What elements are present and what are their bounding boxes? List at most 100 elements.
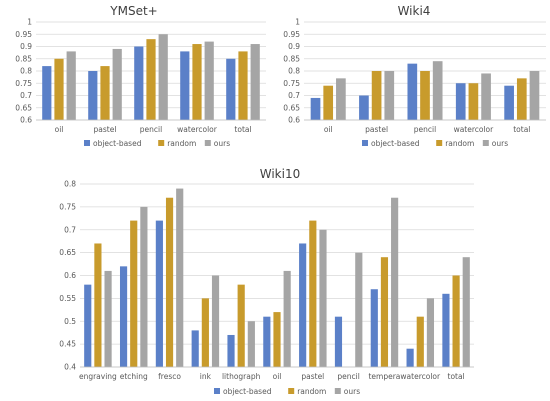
bar-object-based-pencil (134, 46, 144, 120)
bar-random-oil (54, 58, 64, 120)
y-tick-label: 0.65 (59, 248, 76, 257)
legend-swatch (288, 388, 295, 394)
bar-random-oil (323, 85, 334, 120)
y-tick-label: 0.75 (15, 79, 32, 88)
bar-random-pencil (420, 71, 430, 120)
y-tick-label: 0.75 (283, 79, 300, 88)
legend-label: ours (214, 139, 230, 148)
chart-title: Wiki4 (398, 4, 431, 18)
bar-random-total (452, 275, 460, 367)
x-tick-label: total (448, 372, 465, 381)
y-tick-label: 0.85 (15, 54, 32, 63)
bar-object-based-etching (119, 266, 128, 367)
bar-object-based-oil (263, 316, 271, 367)
bar-ours-ink (211, 275, 220, 367)
bar-random-watercolor (468, 83, 479, 120)
chart-2: Wiki4 0.6 0.65 0.7 0.75 0.8 0.85 0.9 0.95 1 oil pas… (283, 4, 546, 148)
bar-object-based-total (442, 293, 450, 367)
bar-ours-watercolor (204, 41, 214, 120)
bar-ours-total (529, 71, 540, 120)
legend-swatch (84, 140, 90, 146)
y-tick-label: 0.55 (59, 294, 76, 303)
bar-random-pastel (309, 220, 317, 367)
bar-ours-pencil (355, 252, 363, 367)
bar-ours-oil (66, 51, 76, 120)
bar-object-based-total (504, 85, 514, 120)
y-tick-label: 0.6 (288, 116, 300, 125)
legend-swatch (334, 388, 341, 394)
y-tick-label: 0.8 (288, 67, 300, 76)
bar-object-based-total (226, 58, 236, 120)
bar-ours-watercolor (426, 298, 435, 367)
y-tick-label: 0.9 (20, 42, 32, 51)
bar-ours-watercolor (481, 73, 491, 120)
bar-object-based-pencil (334, 316, 343, 367)
y-tick-label: 0.95 (283, 30, 300, 39)
bar-random-pastel (371, 71, 382, 120)
x-tick-label: engraving (79, 372, 117, 381)
bar-object-based-watercolor (406, 348, 414, 367)
bar-ours-fresco (176, 188, 184, 367)
y-tick-label: 1 (27, 18, 32, 27)
y-tick-label: 0.8 (20, 67, 32, 76)
y-tick-label: 0.95 (15, 30, 32, 39)
x-tick-label: watercolor (454, 125, 495, 134)
bar-object-based-tempera (370, 289, 378, 367)
x-tick-label: oil (324, 125, 333, 134)
y-tick-label: 0.4 (64, 363, 76, 372)
bar-random-total (238, 51, 248, 120)
chart-title: Wiki10 (260, 167, 301, 181)
legend-label: object-based (93, 139, 142, 148)
bar-object-based-oil (42, 66, 52, 120)
x-tick-label: pastel (301, 372, 324, 381)
bar-object-based-pastel (299, 243, 307, 367)
legend-swatch (362, 140, 368, 146)
bar-ours-tempera (391, 197, 399, 367)
y-tick-label: 0.45 (59, 340, 76, 349)
legend-label: ours (344, 387, 360, 396)
bar-object-based-engraving (84, 284, 92, 367)
y-tick-label: 0.7 (288, 91, 300, 100)
y-tick-label: 0.7 (20, 91, 32, 100)
x-tick-label: tempera (368, 372, 400, 381)
y-tick-label: 1 (295, 18, 300, 27)
x-tick-label: pastel (94, 125, 117, 134)
bar-random-watercolor (416, 316, 424, 367)
bar-ours-oil (336, 78, 346, 120)
legend-swatch (482, 140, 489, 146)
bar-random-tempera (380, 257, 389, 367)
y-tick-label: 0.6 (20, 116, 32, 125)
bar-object-based-watercolor (455, 83, 466, 120)
legend-swatch (436, 140, 443, 146)
bar-random-pastel (100, 66, 110, 120)
x-tick-label: watercolor (400, 372, 441, 381)
bar-ours-pastel (319, 229, 327, 367)
bar-ours-lithograph (247, 321, 255, 367)
x-tick-label: pencil (414, 125, 436, 134)
legend-label: object-based (371, 139, 420, 148)
y-tick-label: 0.65 (283, 103, 300, 112)
bar-random-ink (201, 298, 209, 367)
bar-random-total (516, 78, 527, 120)
legend-swatch (158, 140, 165, 146)
y-tick-label: 0.6 (64, 271, 76, 280)
y-tick-label: 0.9 (288, 42, 300, 51)
legend-label: ours (492, 139, 508, 148)
bar-ours-pencil (432, 61, 443, 120)
x-tick-label: watercolor (177, 125, 218, 134)
x-tick-label: pastel (365, 125, 388, 134)
bar-random-fresco (165, 197, 174, 367)
chart-title: YMSet+ (109, 4, 157, 18)
bar-ours-etching (140, 206, 148, 367)
legend-label: random (297, 387, 326, 396)
bar-object-based-watercolor (180, 51, 190, 120)
y-tick-label: 0.65 (15, 103, 32, 112)
legend-label: object-based (223, 387, 272, 396)
bar-object-based-pencil (407, 63, 418, 120)
y-tick-label: 0.5 (64, 317, 76, 326)
legend-label: random (445, 139, 474, 148)
x-tick-label: etching (120, 372, 148, 381)
x-tick-label: pencil (337, 372, 359, 381)
chart-1: YMSet+ 0.6 0.65 0.7 0.75 0.8 0.85 0.9 0.95 1 oil pa… (15, 4, 266, 148)
